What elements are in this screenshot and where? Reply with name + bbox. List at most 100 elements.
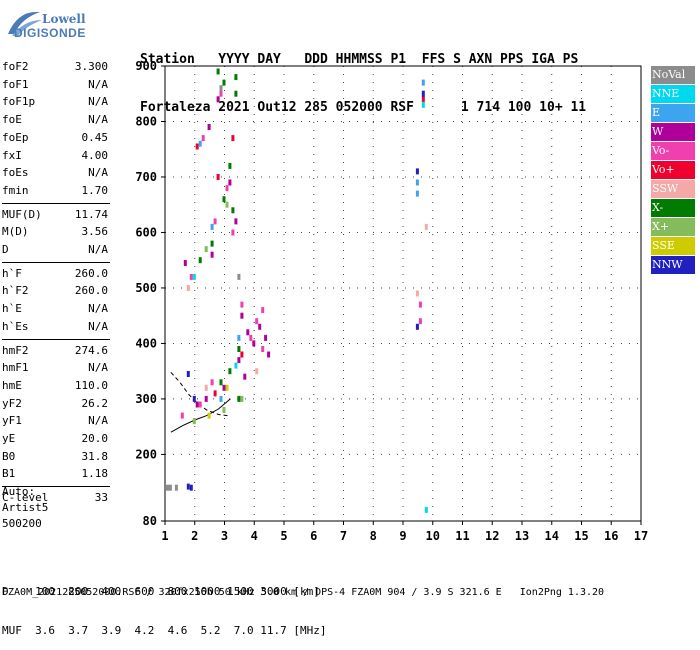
x-tick-label: 16 [604, 529, 618, 543]
param-name: foF1p [2, 95, 36, 109]
param-row: yF1 N/A [2, 412, 108, 430]
param-row: hmF2 274.6 [2, 342, 108, 360]
trace-line-lower [170, 398, 231, 433]
echo-point [240, 312, 244, 319]
echo-point [174, 484, 178, 491]
param-name: foF1 [2, 77, 29, 91]
legend-item: X+ [651, 218, 695, 236]
echo-point [219, 90, 223, 97]
y-tick-label: 900 [135, 59, 157, 73]
param-value: N/A [88, 319, 108, 333]
echo-point [183, 260, 187, 266]
x-tick-label: 15 [574, 529, 588, 543]
param-name: h`F [2, 266, 22, 280]
echo-point [237, 395, 241, 402]
echo-point [418, 318, 422, 325]
legend-item: NNE [651, 85, 695, 103]
auto-label: Auto: [2, 485, 36, 498]
echo-point [231, 207, 235, 214]
echo-point [210, 251, 214, 258]
echo-point [261, 307, 265, 314]
echo-point [228, 368, 232, 375]
x-tick-label: 14 [545, 529, 559, 543]
param-name: hmF2 [2, 343, 29, 357]
echo-point [255, 368, 259, 375]
param-name: C-level [2, 491, 49, 505]
echo-point [243, 373, 247, 380]
legend-item: E [651, 104, 695, 122]
y-tick-label: 400 [135, 336, 157, 350]
x-tick-label: 10 [426, 529, 440, 543]
param-value: N/A [88, 166, 108, 180]
echo-point [234, 90, 238, 97]
param-value: 260.0 [74, 266, 108, 280]
echo-point [252, 340, 256, 347]
echo-point [216, 96, 220, 103]
echo-point [180, 412, 184, 419]
echo-point [237, 273, 241, 280]
echo-point [213, 218, 217, 225]
legend-item: X- [651, 199, 695, 217]
param-name: hmF1 [2, 361, 29, 375]
echo-point [231, 229, 235, 236]
auto-version: 500200 [2, 517, 42, 530]
param-row: h`E N/A [2, 300, 108, 318]
echo-point [213, 390, 217, 397]
echo-point [204, 246, 208, 253]
echo-point [421, 96, 425, 103]
param-value: 0.45 [81, 130, 109, 144]
param-row: B1 1.18 [2, 465, 108, 483]
echo-point [219, 395, 223, 402]
logo-line2: DIGISONDE [14, 26, 86, 40]
param-row: foEp 0.45 [2, 129, 108, 147]
param-value: N/A [88, 361, 108, 375]
param-value: N/A [88, 113, 108, 127]
echo-point [237, 357, 241, 364]
chart-grid [164, 65, 642, 522]
param-value: N/A [88, 95, 108, 109]
echo-point [255, 318, 259, 325]
echo-point [234, 218, 238, 225]
x-tick-label: 13 [515, 529, 529, 543]
param-separator [2, 338, 110, 340]
echo-point [192, 273, 196, 280]
echo-point [225, 201, 229, 208]
legend-item: NoVal [651, 66, 695, 84]
param-name: yF1 [2, 414, 22, 428]
echo-point [264, 334, 268, 341]
param-row: h`F2 260.0 [2, 282, 108, 300]
echo-point [234, 362, 238, 369]
y-tick-label: 80 [143, 514, 157, 528]
echo-point [198, 140, 202, 147]
echo-point [219, 85, 223, 92]
axis-ticks: 1 2 3 4 5 6 7 8 9 10 11 12 13 14 15 16 17802003004005006… [135, 59, 648, 543]
echo-point [219, 379, 223, 386]
echo-point [424, 223, 428, 230]
file-info-line: FZA0M_2021285052000.RSF / 320fx256h 50 k… [2, 587, 605, 598]
echo-point [222, 384, 226, 391]
param-value: 1.70 [81, 183, 109, 197]
x-tick-label: 12 [485, 529, 499, 543]
param-name: yE [2, 432, 16, 445]
x-tick-label: 17 [634, 529, 648, 543]
param-value: 4.00 [81, 148, 109, 162]
lowell-digisonde-logo: Lowell DIGISONDE [2, 4, 86, 44]
echo-point [240, 351, 244, 358]
echo-point [240, 395, 244, 402]
echo-point [231, 135, 235, 142]
echo-point [192, 395, 196, 402]
echo-point [415, 168, 419, 175]
param-value: 110.0 [74, 378, 108, 392]
echo-point [237, 334, 241, 341]
header-labels: Station YYYY DAY DDD HHMMSS P1 FFS S AXN… [140, 52, 579, 67]
echo-point [415, 179, 419, 186]
echo-point [222, 196, 226, 203]
echo-point [189, 484, 193, 491]
param-separator [2, 486, 110, 488]
param-row: MUF(D) 11.74 [2, 206, 108, 224]
muf-distance-table: D 100 200 400 600 800 1000 1500 3000 [km… [2, 559, 327, 650]
legend-item: NNW [651, 256, 695, 274]
legend-item: Vo+ [651, 161, 695, 179]
param-row: h`Es N/A [2, 318, 108, 336]
logo-mark-icon [8, 11, 42, 36]
